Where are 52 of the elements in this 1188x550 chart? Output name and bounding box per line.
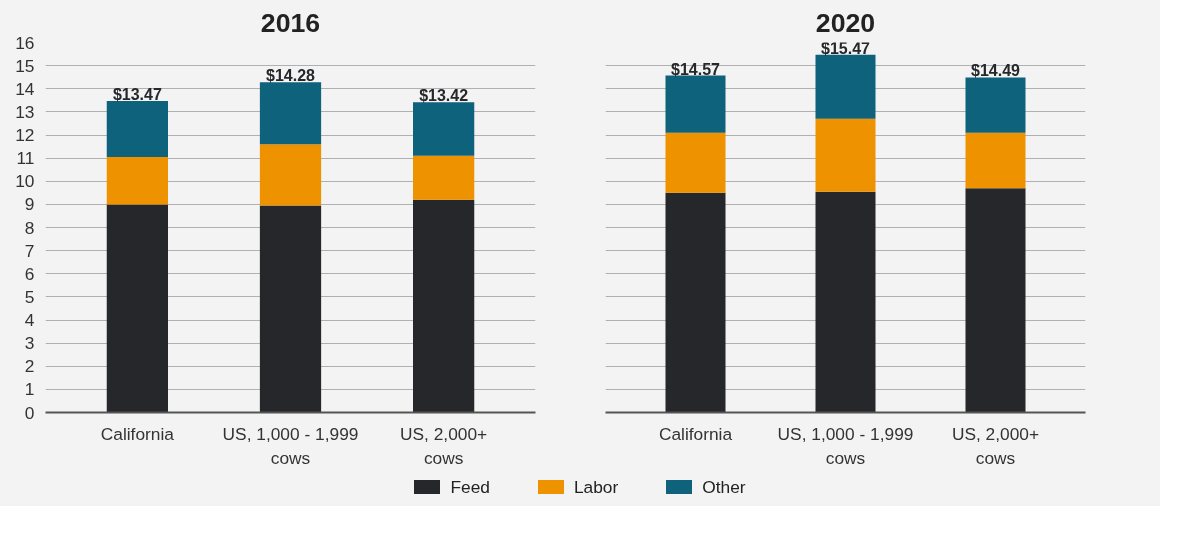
chart-title: 2020 (815, 7, 876, 38)
bar (413, 155, 475, 200)
bar (259, 82, 322, 145)
total-label: $13.47 (112, 86, 162, 104)
bar (259, 144, 322, 206)
total-label: $15.47 (821, 39, 871, 57)
y-tick-label: 14 (15, 78, 35, 99)
bar (965, 188, 1026, 413)
y-tick-label: 2 (24, 356, 35, 377)
y-tick-label: 10 (15, 171, 35, 192)
y-tick-label: 9 (24, 194, 35, 215)
bar (815, 191, 876, 413)
y-tick-label: 15 (15, 55, 35, 76)
x-tick-label: US, 2,000+ cows (951, 423, 1040, 468)
bar (815, 118, 876, 192)
bar (259, 205, 322, 413)
bar (106, 156, 168, 205)
y-tick-label: 4 (24, 310, 35, 330)
y-tick-label: 3 (24, 333, 35, 354)
x-tick-label: US, 1,000 - 1,999 cows (777, 423, 914, 468)
total-label: $14.49 (971, 62, 1021, 80)
bar (665, 132, 726, 193)
bar (413, 102, 475, 156)
y-tick-label: 8 (24, 217, 35, 238)
bar (665, 75, 726, 133)
y-tick-label: 6 (24, 263, 35, 284)
y-tick-label: 7 (24, 240, 35, 261)
y-tick-label: 12 (15, 125, 35, 145)
x-tick-label: California (100, 423, 175, 444)
bar (106, 101, 168, 157)
y-tick-label: 16 (15, 32, 35, 53)
x-tick-label: California (658, 423, 733, 444)
bar (965, 132, 1026, 189)
bar (665, 192, 726, 413)
chart-title: 2016 (260, 7, 321, 38)
total-label: $13.42 (419, 87, 469, 105)
legend-label: Other (702, 476, 746, 499)
bar (815, 54, 876, 119)
y-tick-label: 11 (16, 148, 35, 169)
x-tick-label: US, 1,000 - 1,999 cows (222, 423, 359, 468)
total-label: $14.28 (266, 67, 316, 85)
total-label: $14.57 (671, 60, 721, 78)
y-tick-label: 13 (15, 101, 35, 122)
legend-label: Feed (450, 476, 490, 499)
y-tick-label: 5 (24, 286, 35, 307)
bar (106, 204, 168, 413)
legend-label: Labor (573, 476, 619, 499)
y-tick-label: 0 (24, 402, 35, 423)
x-tick-label: US, 2,000+ cows (400, 423, 488, 468)
bar (965, 77, 1026, 133)
bar (413, 199, 475, 413)
y-tick-label: 1 (24, 379, 35, 400)
